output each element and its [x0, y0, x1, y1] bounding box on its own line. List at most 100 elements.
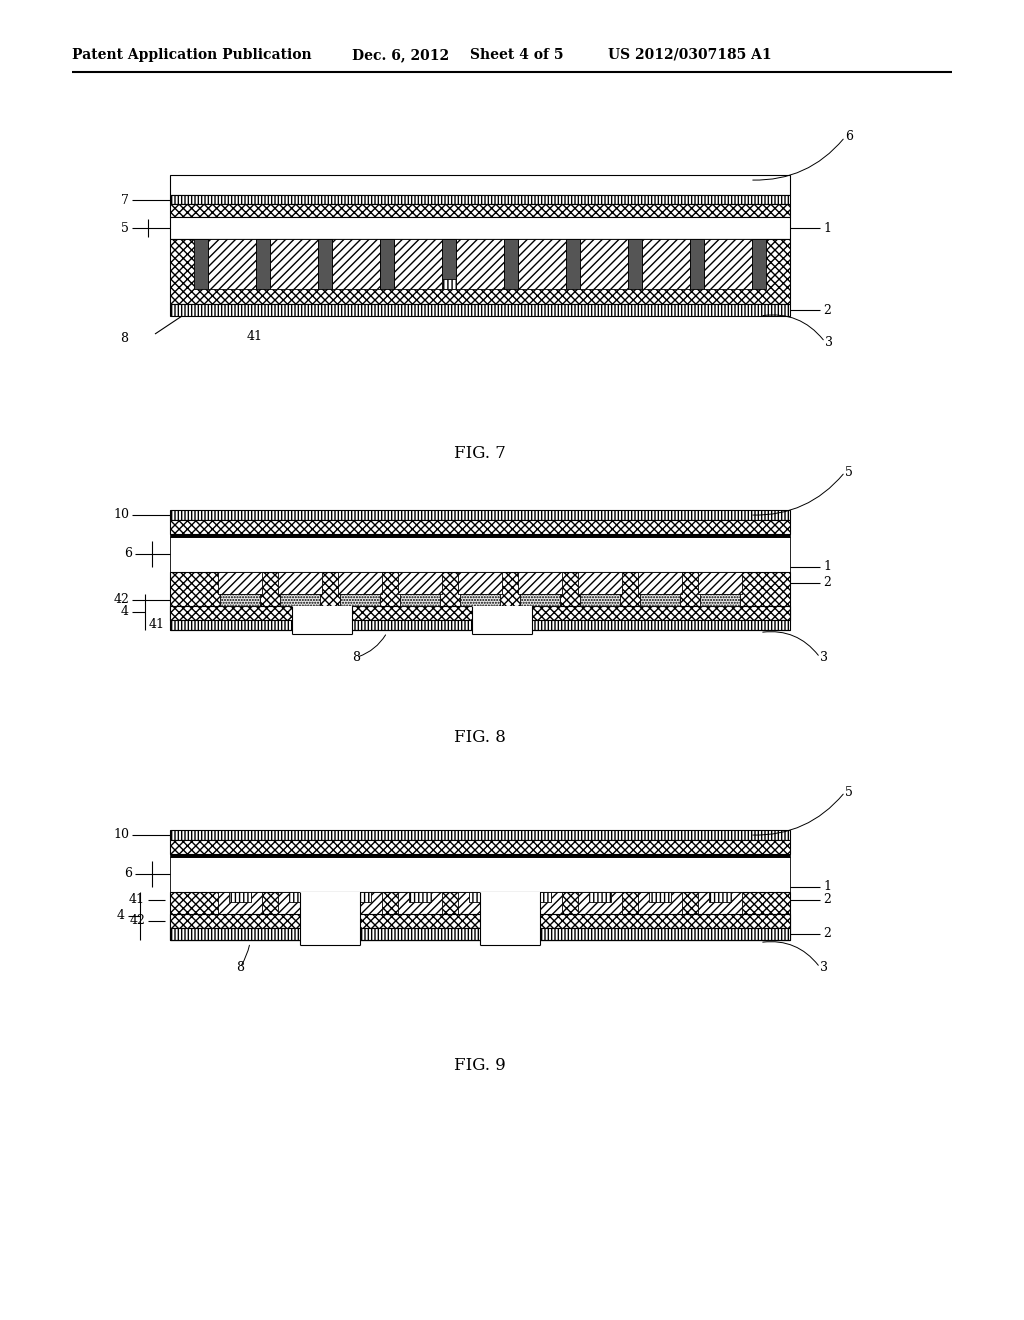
- Text: 3: 3: [820, 961, 828, 974]
- Text: 5: 5: [845, 466, 853, 479]
- Text: US 2012/0307185 A1: US 2012/0307185 A1: [608, 48, 772, 62]
- Text: 2: 2: [823, 576, 830, 589]
- Bar: [442, 279, 456, 289]
- Bar: [256, 239, 270, 289]
- Bar: [642, 239, 690, 289]
- Bar: [170, 606, 790, 619]
- Bar: [480, 891, 540, 945]
- Text: 41: 41: [129, 894, 145, 906]
- Text: 41: 41: [247, 330, 263, 342]
- Bar: [458, 891, 502, 913]
- Text: 5: 5: [121, 222, 129, 235]
- Text: Sheet 4 of 5: Sheet 4 of 5: [470, 48, 563, 62]
- Bar: [332, 239, 380, 289]
- Bar: [170, 928, 790, 940]
- Bar: [170, 840, 790, 854]
- Bar: [338, 891, 382, 913]
- Text: 6: 6: [845, 131, 853, 144]
- Bar: [170, 830, 790, 840]
- Bar: [170, 619, 790, 630]
- Bar: [578, 891, 622, 913]
- Text: Dec. 6, 2012: Dec. 6, 2012: [352, 48, 450, 62]
- Bar: [456, 239, 504, 289]
- Text: 3: 3: [825, 335, 833, 348]
- Bar: [398, 572, 442, 594]
- Bar: [640, 594, 680, 606]
- Bar: [349, 891, 371, 902]
- Text: 10: 10: [113, 508, 129, 521]
- Bar: [580, 594, 620, 606]
- Text: 2: 2: [823, 894, 830, 906]
- Text: 2: 2: [823, 304, 830, 317]
- Bar: [700, 594, 740, 606]
- Bar: [278, 572, 322, 594]
- Bar: [170, 572, 790, 619]
- Text: 1: 1: [823, 222, 831, 235]
- Text: 1: 1: [823, 560, 831, 573]
- Bar: [518, 239, 566, 289]
- Bar: [409, 891, 431, 902]
- Bar: [170, 520, 790, 535]
- Bar: [229, 891, 251, 902]
- Bar: [270, 239, 318, 289]
- Bar: [218, 572, 262, 594]
- Text: 42: 42: [129, 913, 145, 927]
- Bar: [709, 891, 731, 902]
- Bar: [628, 239, 642, 289]
- Text: FIG. 8: FIG. 8: [454, 730, 506, 747]
- Bar: [340, 594, 380, 606]
- Text: 4: 4: [117, 909, 125, 921]
- Bar: [698, 572, 742, 594]
- Bar: [170, 854, 790, 857]
- Bar: [170, 857, 790, 891]
- Bar: [638, 891, 682, 913]
- Text: 1: 1: [823, 880, 831, 894]
- Bar: [394, 239, 442, 289]
- Text: 8: 8: [236, 961, 244, 974]
- Bar: [752, 239, 766, 289]
- Text: 6: 6: [124, 867, 132, 880]
- Bar: [518, 572, 562, 594]
- Bar: [566, 239, 580, 289]
- Bar: [218, 891, 262, 913]
- Text: FIG. 9: FIG. 9: [454, 1056, 506, 1073]
- Bar: [170, 510, 790, 520]
- Text: 42: 42: [113, 593, 129, 606]
- Text: Patent Application Publication: Patent Application Publication: [72, 48, 311, 62]
- Text: 4: 4: [121, 605, 129, 618]
- Bar: [300, 891, 360, 945]
- Text: 5: 5: [845, 785, 853, 799]
- Bar: [220, 594, 260, 606]
- Bar: [589, 891, 611, 902]
- Bar: [398, 891, 442, 913]
- Bar: [170, 239, 790, 304]
- Text: 2: 2: [823, 927, 830, 940]
- Text: 8: 8: [352, 651, 360, 664]
- Text: 8: 8: [120, 331, 128, 345]
- Text: 3: 3: [820, 651, 828, 664]
- Text: FIG. 7: FIG. 7: [454, 445, 506, 462]
- Bar: [400, 594, 440, 606]
- Bar: [194, 239, 208, 289]
- Bar: [520, 594, 560, 606]
- Bar: [289, 891, 311, 902]
- Bar: [292, 606, 352, 634]
- Bar: [170, 535, 790, 536]
- Bar: [580, 239, 628, 289]
- Bar: [170, 195, 790, 205]
- Bar: [318, 239, 332, 289]
- Bar: [170, 304, 790, 315]
- Bar: [472, 606, 532, 634]
- Bar: [638, 572, 682, 594]
- Bar: [170, 891, 790, 940]
- Bar: [170, 913, 790, 928]
- Bar: [170, 176, 790, 195]
- Bar: [208, 239, 256, 289]
- Bar: [578, 572, 622, 594]
- Bar: [458, 572, 502, 594]
- Bar: [278, 891, 322, 913]
- Text: 7: 7: [121, 194, 129, 206]
- Text: 10: 10: [113, 829, 129, 842]
- Bar: [338, 572, 382, 594]
- Bar: [529, 891, 551, 902]
